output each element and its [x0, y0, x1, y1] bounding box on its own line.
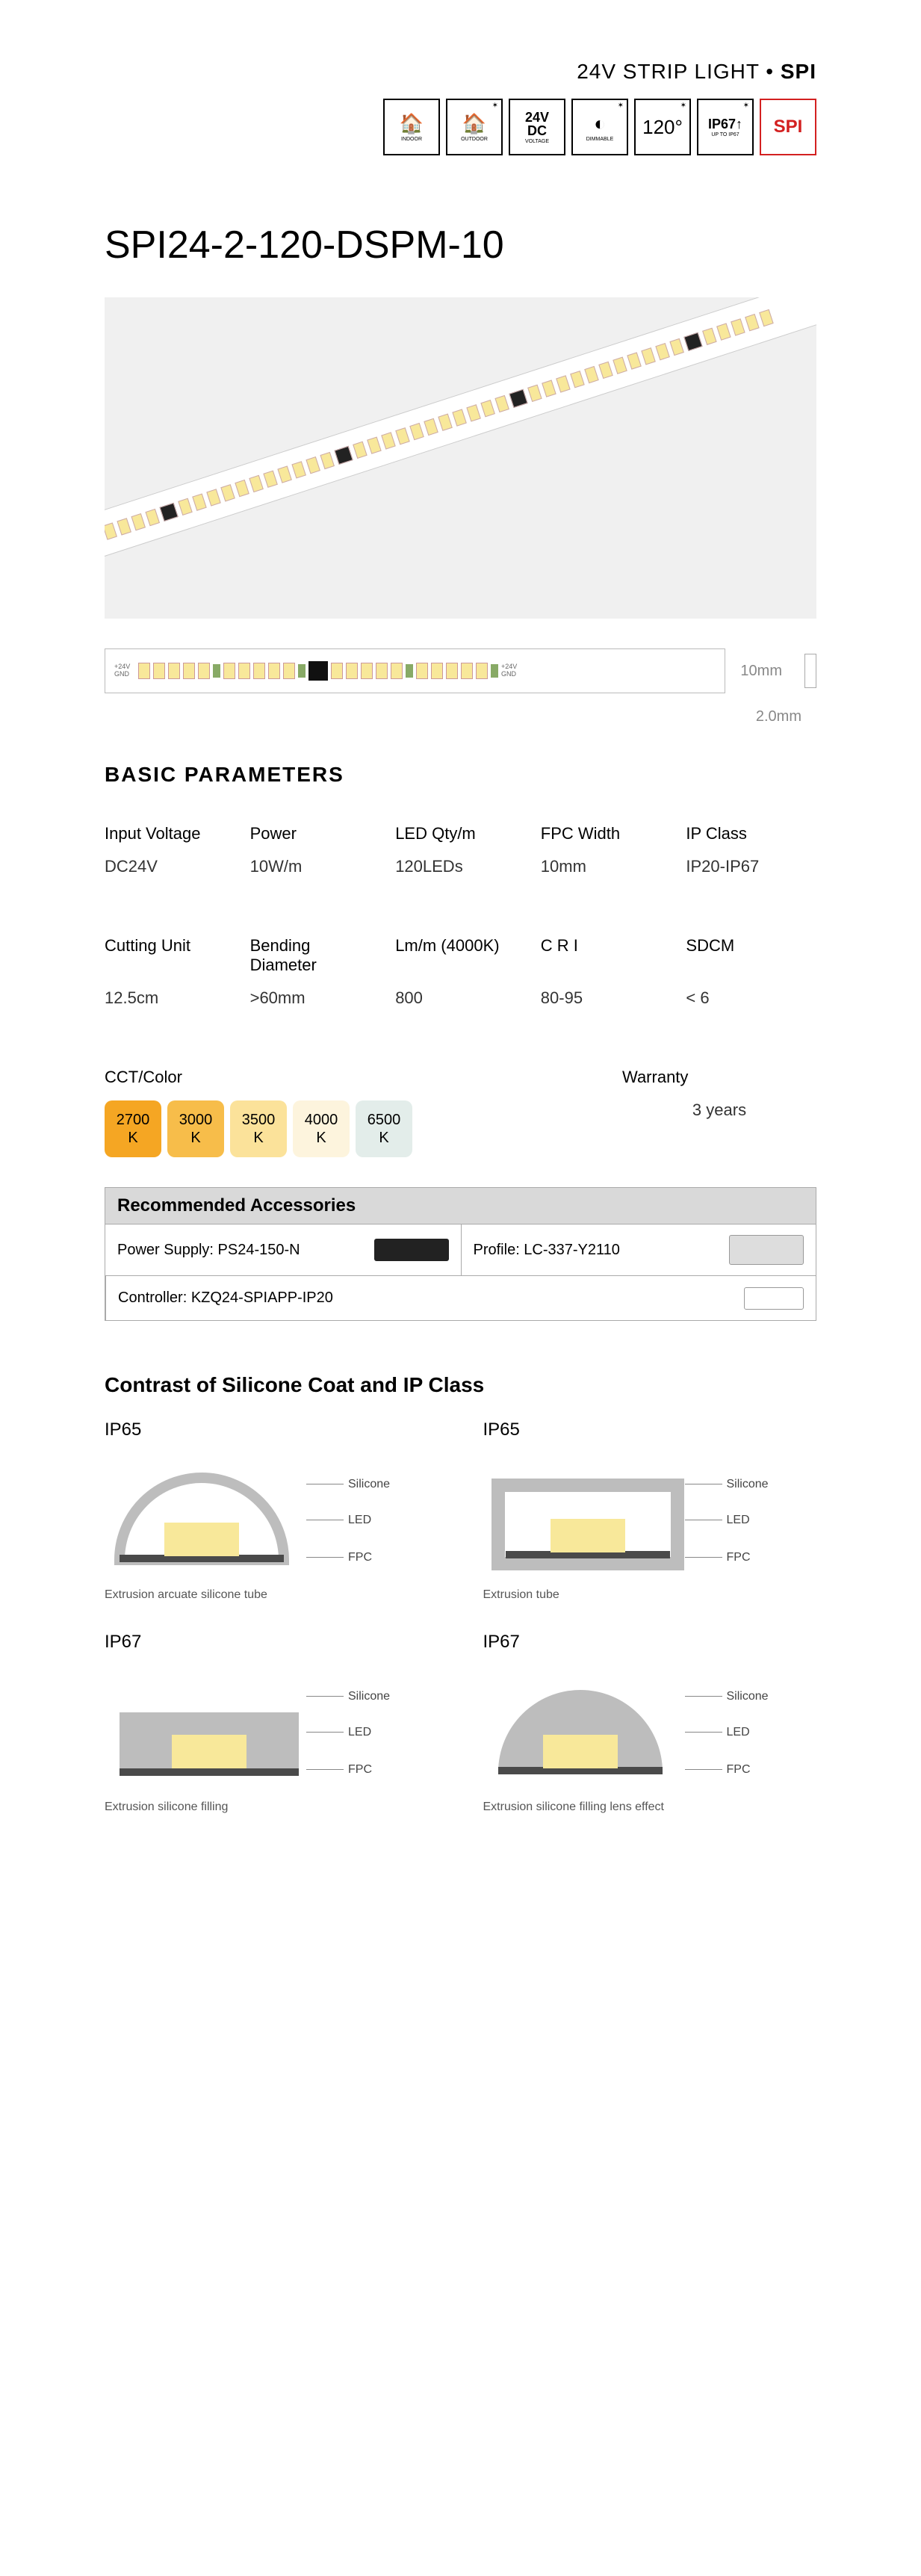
led-strip-diagonal	[105, 297, 816, 566]
callout-led: LED	[306, 1514, 371, 1527]
ip-caption: Extrusion silicone filling	[105, 1801, 438, 1814]
accessories-title: Recommended Accessories	[105, 1188, 816, 1224]
param-value: 12.5cm	[105, 988, 235, 1038]
ip-diagram-grid: IP65SiliconeLEDFPCExtrusion arcuate sili…	[105, 1419, 816, 1814]
param-value: IP20-IP67	[686, 857, 816, 906]
callout-led: LED	[685, 1514, 750, 1527]
param-head: LED Qty/m	[395, 824, 526, 857]
param-head: SDCM	[686, 936, 816, 988]
section-basic-params: BASIC PARAMETERS	[105, 763, 816, 787]
cct-swatch-3000: 3000K	[167, 1100, 224, 1157]
cct-swatch-2700: 2700K	[105, 1100, 161, 1157]
param-value: DC24V	[105, 857, 235, 906]
params-grid-2: Cutting Unit Bending Diameter Lm/m (4000K)…	[105, 936, 816, 1038]
param-head: Bending Diameter	[250, 936, 381, 988]
pcb-height-label: 10mm	[740, 663, 782, 680]
cct-swatches: 2700K3000K3500K4000K6500K	[105, 1100, 577, 1157]
accessory-thumb-psu	[374, 1239, 449, 1261]
callout-fpc: FPC	[306, 1551, 372, 1564]
callout-silicone: Silicone	[306, 1690, 390, 1703]
param-head: Input Voltage	[105, 824, 235, 857]
ip-caption: Extrusion silicone filling lens effect	[483, 1801, 817, 1814]
outdoor-icon: ✶🏠OUTDOOR	[446, 99, 503, 155]
accessory-cell: Power Supply: PS24-150-N	[105, 1224, 461, 1275]
pcb-cross-section-icon	[804, 654, 816, 688]
accessories-box: Recommended Accessories Power Supply: PS…	[105, 1187, 816, 1321]
hero-image	[105, 297, 816, 619]
dimmable-icon: ✶◐DIMMABLE	[571, 99, 628, 155]
param-value: 120LEDs	[395, 857, 526, 906]
dome-svg	[105, 1448, 299, 1575]
ip-diagram-box: IP65SiliconeLEDFPCExtrusion tube	[483, 1419, 817, 1602]
product-title: SPI24-2-120-DSPM-10	[105, 223, 816, 267]
warranty-value: 3 years	[622, 1100, 816, 1150]
cct-swatch-3500: 3500K	[230, 1100, 287, 1157]
cct-label: CCT/Color	[105, 1068, 577, 1087]
callout-led: LED	[306, 1726, 371, 1739]
page-header: 24V STRIP LIGHT • SPI	[105, 60, 816, 84]
accessory-cell: Profile: LC-337-Y2110	[461, 1224, 816, 1275]
feature-icon-row: 🏠INDOOR✶🏠OUTDOOR24V DCVOLTAGE✶◐DIMMABLE✶…	[105, 99, 816, 155]
callout-silicone: Silicone	[306, 1478, 390, 1491]
pcb-top-view: +24VGND+24VGND 10mm	[105, 648, 816, 693]
param-head: IP Class	[686, 824, 816, 857]
spi-icon: SPI	[760, 99, 816, 155]
ip-diagram-dome: IP65SiliconeLEDFPCExtrusion arcuate sili…	[105, 1419, 438, 1602]
callout-fpc: FPC	[306, 1763, 372, 1777]
param-value: 10mm	[541, 857, 672, 906]
ip-icon: ✶IP67↑UP TO IP67	[697, 99, 754, 155]
ip-caption: Extrusion tube	[483, 1588, 817, 1602]
cct-swatch-4000: 4000K	[293, 1100, 350, 1157]
param-value: 800	[395, 988, 526, 1038]
header-line1: 24V STRIP LIGHT	[577, 60, 759, 83]
callout-fpc: FPC	[685, 1763, 751, 1777]
callout-fpc: FPC	[685, 1551, 751, 1564]
angle-icon: ✶120°	[634, 99, 691, 155]
pcb-thickness-label: 2.0mm	[105, 708, 816, 725]
callout-silicone: Silicone	[685, 1478, 769, 1491]
cct-swatch-6500: 6500K	[356, 1100, 412, 1157]
voltage-icon: 24V DCVOLTAGE	[509, 99, 565, 155]
accessory-cell: Controller: KZQ24-SPIAPP-IP20	[105, 1275, 816, 1320]
accessory-thumb-profile	[729, 1235, 804, 1265]
param-head: C R I	[541, 936, 672, 988]
warranty-label: Warranty	[622, 1068, 816, 1087]
param-head: Lm/m (4000K)	[395, 936, 526, 988]
param-value: 10W/m	[250, 857, 381, 906]
param-value: >60mm	[250, 988, 381, 1038]
ip-caption: Extrusion arcuate silicone tube	[105, 1588, 438, 1602]
param-value: < 6	[686, 988, 816, 1038]
params-grid-1: Input Voltage Power LED Qty/m FPC Width IP C…	[105, 824, 816, 906]
header-sep: •	[766, 60, 774, 83]
param-head: Cutting Unit	[105, 936, 235, 988]
ip-diagram-dome-fill: IP67SiliconeLEDFPCExtrusion silicone fil…	[483, 1632, 817, 1814]
indoor-icon: 🏠INDOOR	[383, 99, 440, 155]
ip-diagram-slab: IP67SiliconeLEDFPCExtrusion silicone fil…	[105, 1632, 438, 1814]
header-emph: SPI	[781, 60, 816, 83]
section-contrast: Contrast of Silicone Coat and IP Class	[105, 1373, 816, 1397]
callout-silicone: Silicone	[685, 1690, 769, 1703]
param-head: FPC Width	[541, 824, 672, 857]
callout-led: LED	[685, 1726, 750, 1739]
param-value: 80-95	[541, 988, 672, 1038]
pcb-board: +24VGND+24VGND	[105, 648, 725, 693]
accessory-thumb-ctrl	[744, 1287, 804, 1310]
param-head: Power	[250, 824, 381, 857]
